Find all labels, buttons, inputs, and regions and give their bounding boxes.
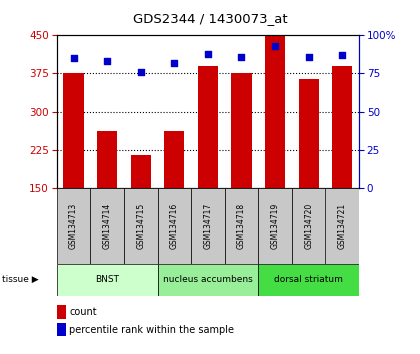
Text: GDS2344 / 1430073_at: GDS2344 / 1430073_at — [133, 12, 287, 25]
Bar — [225, 188, 258, 264]
Bar — [332, 66, 352, 188]
Point — [70, 55, 77, 61]
Bar — [131, 155, 151, 188]
Text: GSM134714: GSM134714 — [102, 202, 112, 249]
Text: percentile rank within the sample: percentile rank within the sample — [69, 325, 234, 335]
Bar — [164, 131, 184, 188]
Point — [305, 54, 312, 59]
Bar — [191, 188, 225, 264]
Bar — [90, 188, 124, 264]
Text: count: count — [69, 307, 97, 317]
Bar — [57, 264, 158, 296]
Point — [238, 54, 245, 59]
Bar — [231, 73, 252, 188]
Bar — [198, 66, 218, 188]
Bar — [258, 264, 359, 296]
Text: GSM134716: GSM134716 — [170, 202, 179, 249]
Bar — [63, 73, 84, 188]
Bar — [299, 79, 319, 188]
Bar — [326, 188, 359, 264]
Text: nucleus accumbens: nucleus accumbens — [163, 275, 253, 284]
Text: GSM134719: GSM134719 — [270, 202, 280, 249]
Point — [205, 51, 211, 57]
Bar — [158, 264, 258, 296]
Bar — [158, 188, 191, 264]
Point — [171, 60, 178, 65]
Point — [339, 52, 346, 58]
Text: BNST: BNST — [95, 275, 119, 284]
Point — [104, 58, 110, 64]
Text: GSM134717: GSM134717 — [203, 202, 213, 249]
Text: GSM134721: GSM134721 — [338, 202, 347, 249]
Point — [137, 69, 144, 75]
Text: GSM134718: GSM134718 — [237, 202, 246, 249]
Bar — [265, 35, 285, 188]
Text: GSM134713: GSM134713 — [69, 202, 78, 249]
Point — [272, 43, 278, 49]
Bar — [57, 188, 90, 264]
Bar — [258, 188, 292, 264]
Bar — [292, 188, 326, 264]
Text: tissue ▶: tissue ▶ — [2, 275, 39, 284]
Bar — [97, 131, 117, 188]
Text: GSM134715: GSM134715 — [136, 202, 145, 249]
Text: GSM134720: GSM134720 — [304, 202, 313, 249]
Text: dorsal striatum: dorsal striatum — [274, 275, 343, 284]
Bar — [124, 188, 158, 264]
